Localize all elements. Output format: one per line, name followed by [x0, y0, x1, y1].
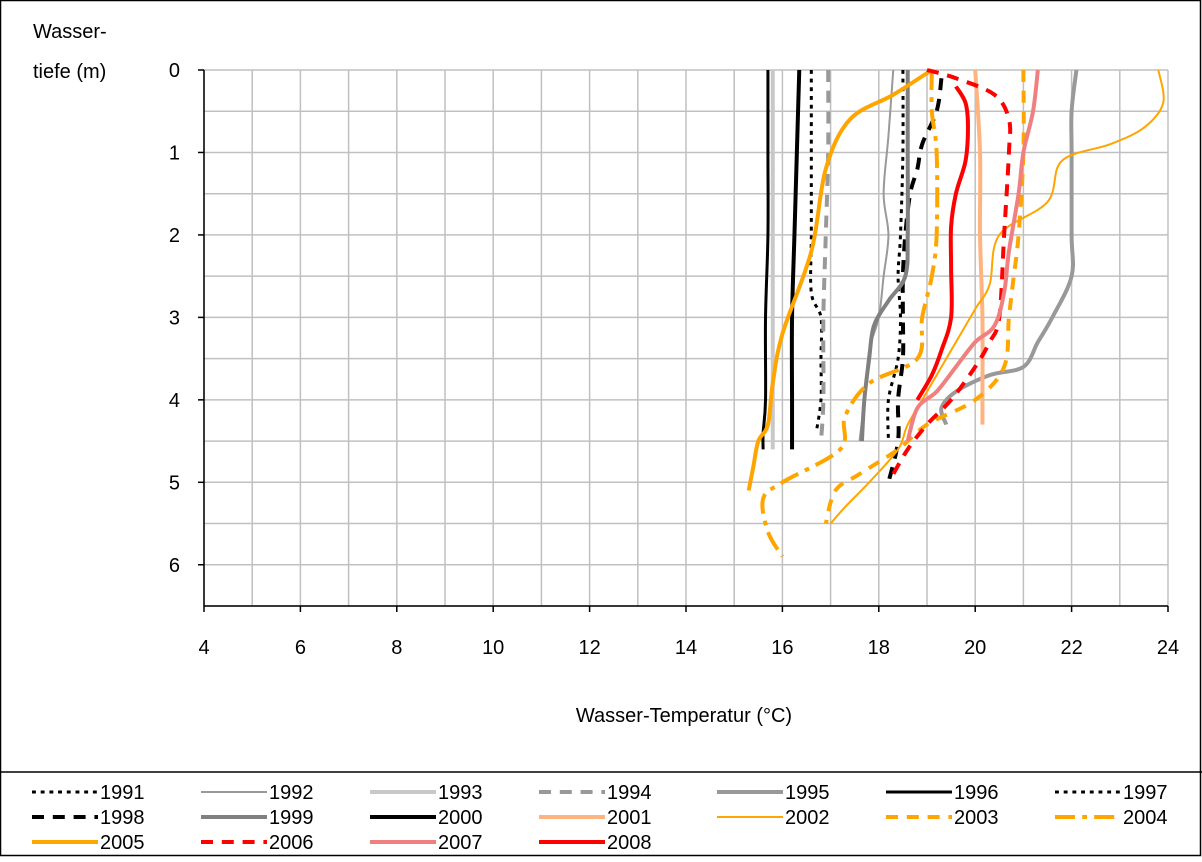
y-tick-label: 3: [169, 307, 180, 329]
series-line-2005: [746, 68, 933, 491]
legend-label-1992: 1992: [269, 782, 314, 804]
y-tick-label: 5: [169, 472, 180, 494]
legend-label-2002: 2002: [785, 807, 830, 829]
legend-label-1995: 1995: [785, 782, 830, 804]
series-line-1997: [886, 69, 905, 442]
series-line-1994: [818, 69, 831, 442]
legend-label-2001: 2001: [607, 807, 652, 829]
series-layer: [746, 68, 1165, 558]
legend-label-2004: 2004: [1123, 807, 1168, 829]
x-tick-label: 22: [1060, 637, 1082, 659]
axes: [198, 69, 1169, 612]
series-line-2003: [823, 69, 1026, 525]
y-tick-label: 4: [169, 390, 180, 412]
series-line-2007: [905, 69, 1040, 442]
x-axis-title: Wasser-Temperatur (°C): [576, 705, 792, 727]
x-tick-label: 16: [771, 637, 793, 659]
series-line-1991: [809, 70, 824, 434]
x-tick-label: 14: [675, 637, 697, 659]
legend-label-1997: 1997: [1123, 782, 1168, 804]
x-tick-label: 24: [1157, 637, 1179, 659]
legend-label-2006: 2006: [269, 832, 314, 854]
y-tick-label: 0: [169, 60, 180, 82]
series-line-2000: [789, 69, 802, 450]
series-line-2008: [915, 85, 970, 401]
y-axis-title-line1: Wasser-: [33, 21, 107, 43]
legend-label-2007: 2007: [438, 832, 483, 854]
series-line-2002: [829, 69, 1165, 525]
series-line-1999: [859, 69, 910, 442]
series-line-1995: [939, 69, 1079, 426]
legend-label-2005: 2005: [100, 832, 145, 854]
x-tick-label: 18: [868, 637, 890, 659]
x-tick-label: 12: [578, 637, 600, 659]
legend-label-2000: 2000: [438, 807, 483, 829]
y-tick-label: 6: [169, 555, 180, 577]
legend-label-2003: 2003: [954, 807, 999, 829]
legend-label-1998: 1998: [100, 807, 145, 829]
series-line-2001: [973, 69, 985, 425]
y-tick-label: 1: [169, 142, 180, 164]
legend-label-1993: 1993: [438, 782, 483, 804]
y-tick-label: 2: [169, 225, 180, 247]
x-tick-label: 10: [482, 637, 504, 659]
x-tick-label: 4: [198, 637, 209, 659]
y-axis-title-line2: tiefe (m): [33, 61, 106, 83]
series-line-1998: [886, 77, 944, 483]
legend-label-1996: 1996: [954, 782, 999, 804]
legend-label-2008: 2008: [607, 832, 652, 854]
legend-label-1994: 1994: [607, 782, 652, 804]
legend-label-1991: 1991: [100, 782, 145, 804]
legend-label-1999: 1999: [269, 807, 314, 829]
legend: 1991 1992 1993 1994 1995 1996 1997 1998 1999 2000…: [32, 782, 1168, 854]
x-tick-label: 6: [295, 637, 306, 659]
x-tick-label: 20: [964, 637, 986, 659]
x-tick-label: 8: [391, 637, 402, 659]
series-line-2004: [760, 69, 940, 558]
